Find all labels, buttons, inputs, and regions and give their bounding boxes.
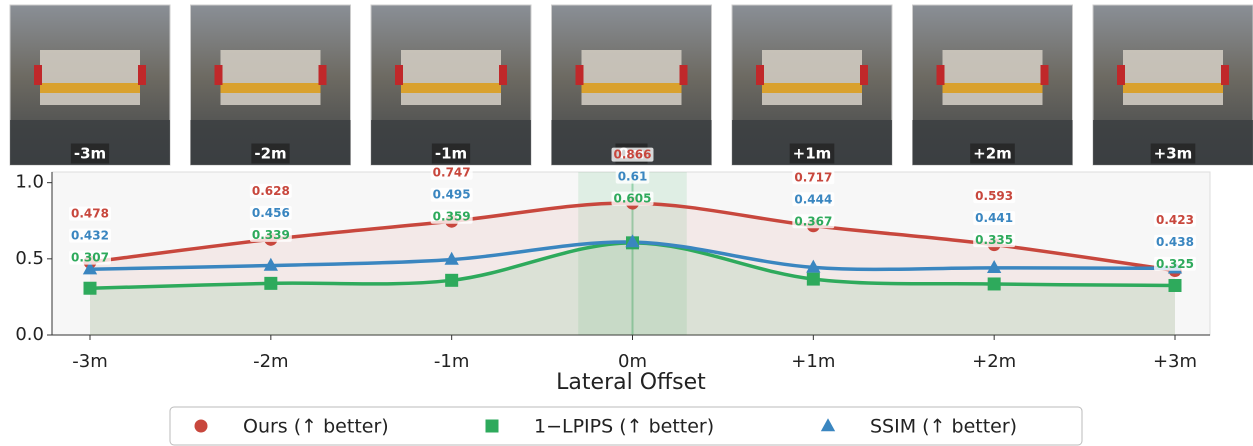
value-label: 0.432 — [71, 229, 109, 243]
truck-body — [943, 50, 1043, 105]
truck-body — [221, 50, 321, 105]
thumbnail-label: +2m — [973, 145, 1012, 163]
value-label: 0.339 — [252, 228, 290, 242]
x-tick-label: -3m — [72, 351, 107, 372]
marker — [1169, 279, 1182, 292]
truck-body — [582, 50, 682, 105]
tail-light — [860, 65, 868, 85]
tail-light — [395, 65, 403, 85]
value-label: 0.593 — [975, 189, 1013, 203]
tail-light — [680, 65, 688, 85]
x-tick-label: 0m — [618, 351, 647, 372]
x-axis-label: Lateral Offset — [556, 370, 706, 395]
tail-light — [756, 65, 764, 85]
x-tick-label: +3m — [1153, 351, 1197, 372]
thumbnail-label: +3m — [1154, 145, 1193, 163]
tail-light — [319, 65, 327, 85]
tail-light — [1221, 65, 1229, 85]
value-label: 0.747 — [433, 166, 471, 180]
y-tick-label: 0.5 — [15, 248, 44, 269]
tail-light — [34, 65, 42, 85]
value-label: 0.605 — [614, 192, 652, 206]
tail-light — [576, 65, 584, 85]
tail-light — [1117, 65, 1125, 85]
tail-light — [1041, 65, 1049, 85]
y-tick-label: 0.0 — [15, 324, 44, 345]
marker — [807, 273, 820, 286]
value-label: 0.325 — [1156, 257, 1194, 271]
tail-light — [138, 65, 146, 85]
legend-label: SSIM (↑ better) — [870, 416, 1017, 438]
value-label: 0.367 — [794, 214, 832, 228]
thumbnail-label: -3m — [74, 145, 106, 163]
tail-light — [937, 65, 945, 85]
thumbnail-label: -1m — [435, 145, 467, 163]
marker — [486, 420, 499, 433]
thumbnail-label: +1m — [793, 145, 832, 163]
value-label: 0.456 — [252, 206, 290, 220]
truck-body — [401, 50, 501, 105]
value-label: 0.717 — [794, 170, 832, 184]
truck-body — [1123, 50, 1223, 105]
value-label: 0.495 — [433, 188, 471, 202]
legend-label: Ours (↑ better) — [243, 416, 389, 438]
x-tick-label: +1m — [791, 351, 835, 372]
thumbnail-label: -2m — [254, 145, 286, 163]
x-tick-label: -2m — [253, 351, 288, 372]
truck-stripe — [401, 83, 501, 93]
truck-stripe — [582, 83, 682, 93]
marker — [264, 277, 277, 290]
marker — [445, 274, 458, 287]
value-label: 0.441 — [975, 211, 1013, 225]
value-label: 0.866 — [614, 148, 652, 162]
truck-stripe — [1123, 83, 1223, 93]
tail-light — [215, 65, 223, 85]
value-label: 0.478 — [71, 207, 109, 221]
y-tick-label: 1.0 — [15, 172, 44, 193]
x-tick-label: +2m — [972, 351, 1016, 372]
value-label: 0.423 — [1156, 213, 1194, 227]
truck-body — [40, 50, 140, 105]
value-label: 0.61 — [618, 170, 648, 184]
value-label: 0.438 — [1156, 235, 1194, 249]
value-label: 0.307 — [71, 251, 109, 265]
marker — [84, 282, 97, 295]
value-label: 0.335 — [975, 233, 1013, 247]
x-tick-label: -1m — [434, 351, 469, 372]
value-label: 0.359 — [433, 210, 471, 224]
marker — [988, 277, 1001, 290]
truck-stripe — [221, 83, 321, 93]
truck-body — [762, 50, 862, 105]
truck-stripe — [40, 83, 140, 93]
marker — [195, 420, 208, 433]
legend-label: 1−LPIPS (↑ better) — [534, 416, 714, 438]
tail-light — [499, 65, 507, 85]
value-label: 0.628 — [252, 184, 290, 198]
value-label: 0.444 — [794, 192, 832, 206]
chart: Lateral Offset -3m -2m -1m 0m +1m +2m +3m 0.0 0.… — [0, 0, 1253, 446]
truck-stripe — [943, 83, 1043, 93]
truck-stripe — [762, 83, 862, 93]
